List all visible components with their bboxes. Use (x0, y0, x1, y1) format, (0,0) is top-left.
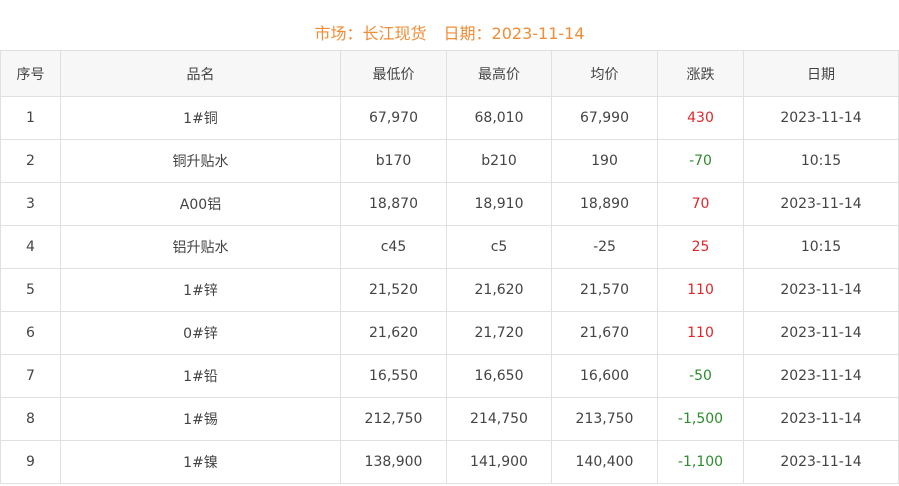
table-row: 9 1#镍 138,900 141,900 140,400 -1,100 2023-11-1… (0, 440, 899, 484)
cell-avg: -25 (551, 225, 658, 269)
cell-date: 2023-11-14 (743, 268, 899, 312)
price-table: 序号 品名 最低价 最高价 均价 涨跌 日期 1 1#铜 67,970 68,010 67,990 4… (0, 50, 899, 484)
cell-low: 21,520 (340, 268, 447, 312)
cell-change: -50 (657, 354, 744, 398)
cell-avg: 67,990 (551, 96, 658, 140)
cell-low: 138,900 (340, 440, 447, 484)
cell-low: 16,550 (340, 354, 447, 398)
cell-low: 18,870 (340, 182, 447, 226)
column-header: 涨跌 (657, 50, 744, 97)
table-row: 4 铝升贴水 c45 c5 -25 25 10:15 (0, 225, 899, 269)
cell-low: c45 (340, 225, 447, 269)
cell-no: 4 (0, 225, 61, 269)
table-header: 序号 品名 最低价 最高价 均价 涨跌 日期 (0, 50, 899, 97)
cell-low: 212,750 (340, 397, 447, 441)
cell-high: 214,750 (446, 397, 552, 441)
cell-date: 10:15 (743, 139, 899, 183)
cell-no: 5 (0, 268, 61, 312)
date-label: 日期：2023-11-14 (443, 24, 585, 43)
table-row: 8 1#锡 212,750 214,750 213,750 -1,500 2023-11-1… (0, 397, 899, 441)
table-row: 2 铜升贴水 b170 b210 190 -70 10:15 (0, 139, 899, 183)
cell-high: c5 (446, 225, 552, 269)
cell-no: 9 (0, 440, 61, 484)
cell-date: 2023-11-14 (743, 397, 899, 441)
column-header: 最低价 (340, 50, 447, 97)
column-header: 品名 (60, 50, 341, 97)
cell-high: 141,900 (446, 440, 552, 484)
cell-date: 2023-11-14 (743, 96, 899, 140)
cell-date: 10:15 (743, 225, 899, 269)
cell-avg: 140,400 (551, 440, 658, 484)
cell-change: 110 (657, 311, 744, 355)
column-header: 均价 (551, 50, 658, 97)
cell-high: 21,720 (446, 311, 552, 355)
cell-avg: 21,670 (551, 311, 658, 355)
cell-name: 1#镍 (60, 440, 341, 484)
cell-name: 1#铜 (60, 96, 341, 140)
cell-no: 2 (0, 139, 61, 183)
cell-change: -70 (657, 139, 744, 183)
cell-avg: 21,570 (551, 268, 658, 312)
column-header: 日期 (743, 50, 899, 97)
cell-date: 2023-11-14 (743, 182, 899, 226)
cell-no: 3 (0, 182, 61, 226)
cell-low: b170 (340, 139, 447, 183)
cell-high: 21,620 (446, 268, 552, 312)
cell-name: 1#锌 (60, 268, 341, 312)
cell-no: 8 (0, 397, 61, 441)
column-header: 序号 (0, 50, 61, 97)
table-row: 7 1#铅 16,550 16,650 16,600 -50 2023-11-14 (0, 354, 899, 398)
cell-avg: 18,890 (551, 182, 658, 226)
cell-high: 18,910 (446, 182, 552, 226)
cell-avg: 213,750 (551, 397, 658, 441)
cell-avg: 16,600 (551, 354, 658, 398)
cell-name: 0#锌 (60, 311, 341, 355)
cell-name: A00铝 (60, 182, 341, 226)
cell-date: 2023-11-14 (743, 311, 899, 355)
cell-change: 110 (657, 268, 744, 312)
page-title: 市场：长江现货 日期：2023-11-14 (0, 20, 899, 44)
cell-date: 2023-11-14 (743, 354, 899, 398)
table-row: 6 0#锌 21,620 21,720 21,670 110 2023-11-14 (0, 311, 899, 355)
cell-low: 21,620 (340, 311, 447, 355)
cell-name: 1#锡 (60, 397, 341, 441)
cell-high: 68,010 (446, 96, 552, 140)
cell-name: 铝升贴水 (60, 225, 341, 269)
table-row: 1 1#铜 67,970 68,010 67,990 430 2023-11-14 (0, 96, 899, 140)
cell-change: -1,500 (657, 397, 744, 441)
cell-low: 67,970 (340, 96, 447, 140)
cell-date: 2023-11-14 (743, 440, 899, 484)
cell-name: 铜升贴水 (60, 139, 341, 183)
cell-no: 6 (0, 311, 61, 355)
cell-change: -1,100 (657, 440, 744, 484)
cell-change: 70 (657, 182, 744, 226)
cell-no: 7 (0, 354, 61, 398)
table-row: 5 1#锌 21,520 21,620 21,570 110 2023-11-14 (0, 268, 899, 312)
cell-name: 1#铅 (60, 354, 341, 398)
market-label: 市场：长江现货 (314, 24, 427, 43)
cell-high: 16,650 (446, 354, 552, 398)
table-row: 3 A00铝 18,870 18,910 18,890 70 2023-11-14 (0, 182, 899, 226)
cell-no: 1 (0, 96, 61, 140)
cell-change: 25 (657, 225, 744, 269)
cell-high: b210 (446, 139, 552, 183)
column-header: 最高价 (446, 50, 552, 97)
cell-change: 430 (657, 96, 744, 140)
cell-avg: 190 (551, 139, 658, 183)
